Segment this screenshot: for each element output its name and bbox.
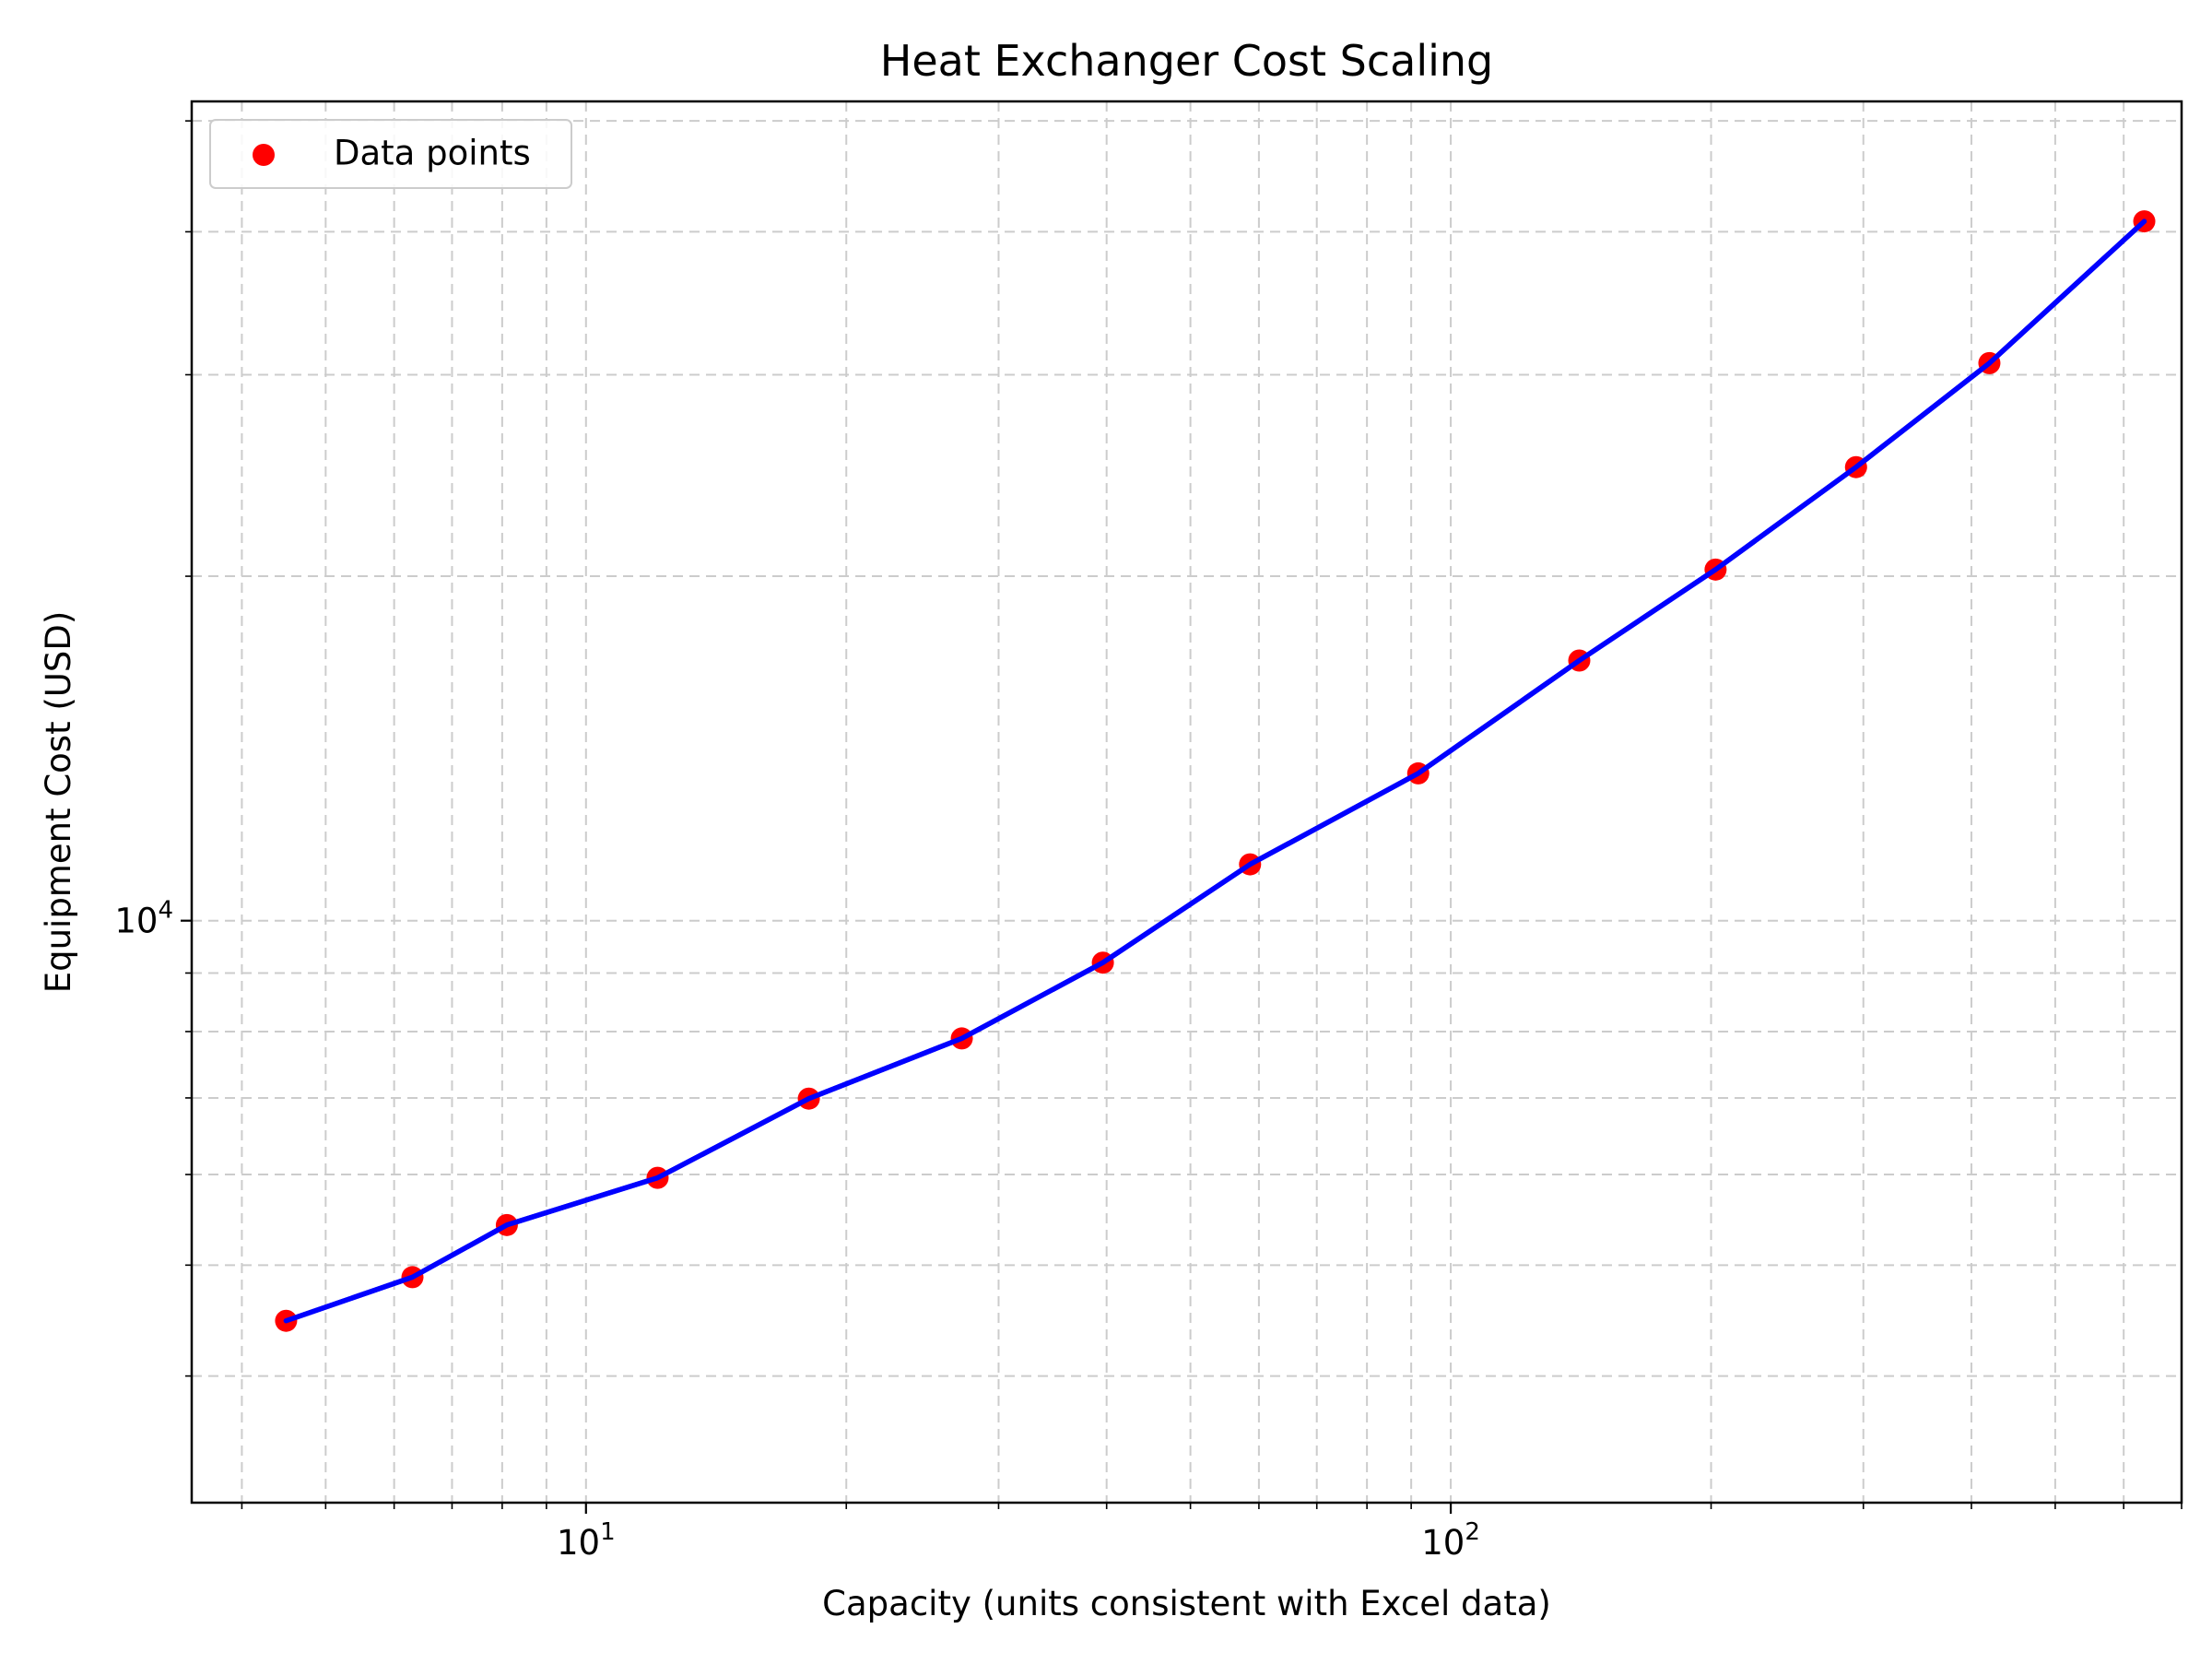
series-line-fit-overlay — [283, 218, 2147, 1324]
legend-label-data-points: Data points — [334, 134, 531, 173]
chart-title: Heat Exchanger Cost Scaling — [880, 36, 1494, 86]
legend-marker-data-points — [253, 144, 275, 166]
x-axis-label: Capacity (units consistent with Excel da… — [822, 1584, 1551, 1623]
y-axis-label: Equipment Cost (USD) — [39, 611, 78, 994]
ticks-layer: 101 102 104 — [114, 120, 2183, 1563]
plot-area-frame — [190, 100, 2183, 1505]
x-tick-label: 101 — [557, 1518, 616, 1563]
x-tick-label: 102 — [1421, 1518, 1480, 1563]
legend-box — [209, 119, 572, 189]
legend: Data points — [209, 119, 572, 189]
series-layer — [275, 210, 2156, 1332]
y-tick-label: 104 — [114, 897, 173, 941]
